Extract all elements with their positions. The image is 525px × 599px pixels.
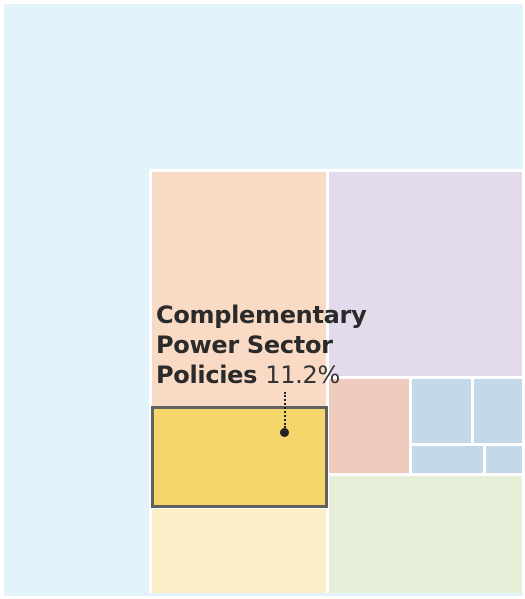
label-line-3: Policies: [156, 361, 258, 389]
leader-dot: [280, 428, 289, 437]
highlighted-tile-label: Complementary Power Sector Policies 11.2…: [156, 300, 386, 390]
label-line-2: Power Sector: [156, 331, 333, 359]
treemap-tile-blue-2: [474, 379, 522, 443]
treemap-tile-cream: [152, 509, 326, 593]
treemap-tile-blue-1: [412, 379, 471, 443]
treemap-tile-salmon: [329, 379, 409, 473]
label-percentage: 11.2%: [265, 361, 340, 389]
leader-line: [284, 392, 286, 428]
label-line-1: Complementary: [156, 301, 367, 329]
treemap-tile-green: [329, 476, 522, 593]
treemap-tile-highlighted[interactable]: [151, 406, 328, 508]
treemap-tile-purple: [329, 172, 522, 376]
treemap-tile-orange: [152, 172, 326, 407]
treemap-tile-blue-3: [412, 446, 483, 473]
treemap-tile-blue-4: [486, 446, 522, 473]
